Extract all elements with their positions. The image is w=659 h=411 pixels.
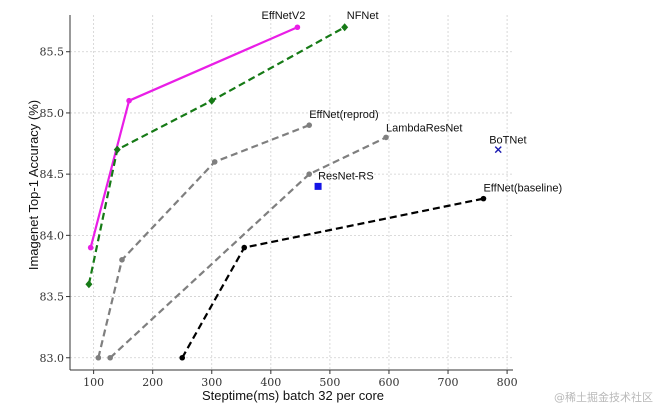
series-botnet	[494, 146, 502, 154]
data-point	[107, 354, 113, 361]
data-point	[113, 145, 121, 154]
y-tick-label: 83.5	[40, 291, 65, 304]
data-point	[95, 354, 102, 361]
x-tick-label: 800	[497, 376, 518, 389]
x-tick-label: 300	[201, 376, 222, 389]
series-line	[97, 124, 310, 359]
x-tick-label: 600	[378, 376, 399, 389]
series-label: LambdaResNet	[386, 122, 462, 134]
data-point	[294, 24, 301, 31]
data-point	[341, 23, 349, 32]
series-layer	[85, 23, 502, 361]
x-axis-title: Steptime(ms) batch 32 per core	[202, 388, 384, 403]
data-point	[241, 244, 248, 251]
x-tick-label: 400	[260, 376, 281, 389]
series-line	[181, 197, 484, 359]
series-label: BoTNet	[489, 135, 526, 147]
grid-lines	[70, 15, 513, 370]
data-point	[85, 280, 93, 289]
series-label: ResNet-RS	[318, 170, 374, 182]
data-point	[306, 122, 313, 128]
series-labels: EffNetV2 NFNet EffNet(reprod) LambdaResNet E…	[261, 10, 562, 194]
series-effnet-reprod-	[95, 122, 313, 361]
data-point	[480, 195, 487, 202]
x-tick-label: 200	[142, 376, 163, 389]
data-point	[314, 182, 322, 190]
axes: 100 200 300 400 500 600 700 800 83.0 83.5 84.0 84.5…	[40, 15, 518, 389]
series-effnet-baseline-	[179, 195, 487, 361]
y-tick-label: 85.5	[40, 46, 65, 59]
series-nfnet	[85, 23, 349, 289]
data-point	[126, 97, 132, 104]
series-line	[87, 26, 346, 285]
series-label: EffNet(reprod)	[309, 109, 379, 121]
data-point	[306, 171, 313, 177]
series-resnet-rs	[314, 182, 322, 190]
x-tick-label: 700	[438, 376, 459, 389]
watermark: @稀土掘金技术社区	[554, 391, 653, 404]
data-point	[179, 354, 186, 361]
data-point	[87, 244, 94, 251]
data-point	[383, 134, 389, 141]
y-tick-label: 85.0	[40, 107, 65, 120]
series-effnetv2	[87, 24, 301, 251]
y-axis-title: Imagenet Top-1 Accuracy (%)	[26, 100, 41, 270]
data-point-stroke	[494, 146, 502, 154]
series-label: NFNet	[347, 10, 379, 22]
x-tick-label: 500	[319, 376, 340, 389]
series-label: EffNetV2	[261, 10, 305, 22]
series-label: EffNet(baseline)	[483, 183, 562, 195]
series-lambdaresnet	[107, 134, 389, 361]
data-point	[119, 257, 125, 263]
x-tick-label: 100	[83, 376, 104, 389]
data-point	[494, 146, 502, 154]
data-point	[208, 96, 216, 105]
data-point	[211, 159, 218, 165]
y-tick-label: 83.0	[40, 352, 65, 365]
y-tick-label: 84.5	[40, 168, 65, 181]
y-tick-label: 84.0	[40, 229, 65, 242]
